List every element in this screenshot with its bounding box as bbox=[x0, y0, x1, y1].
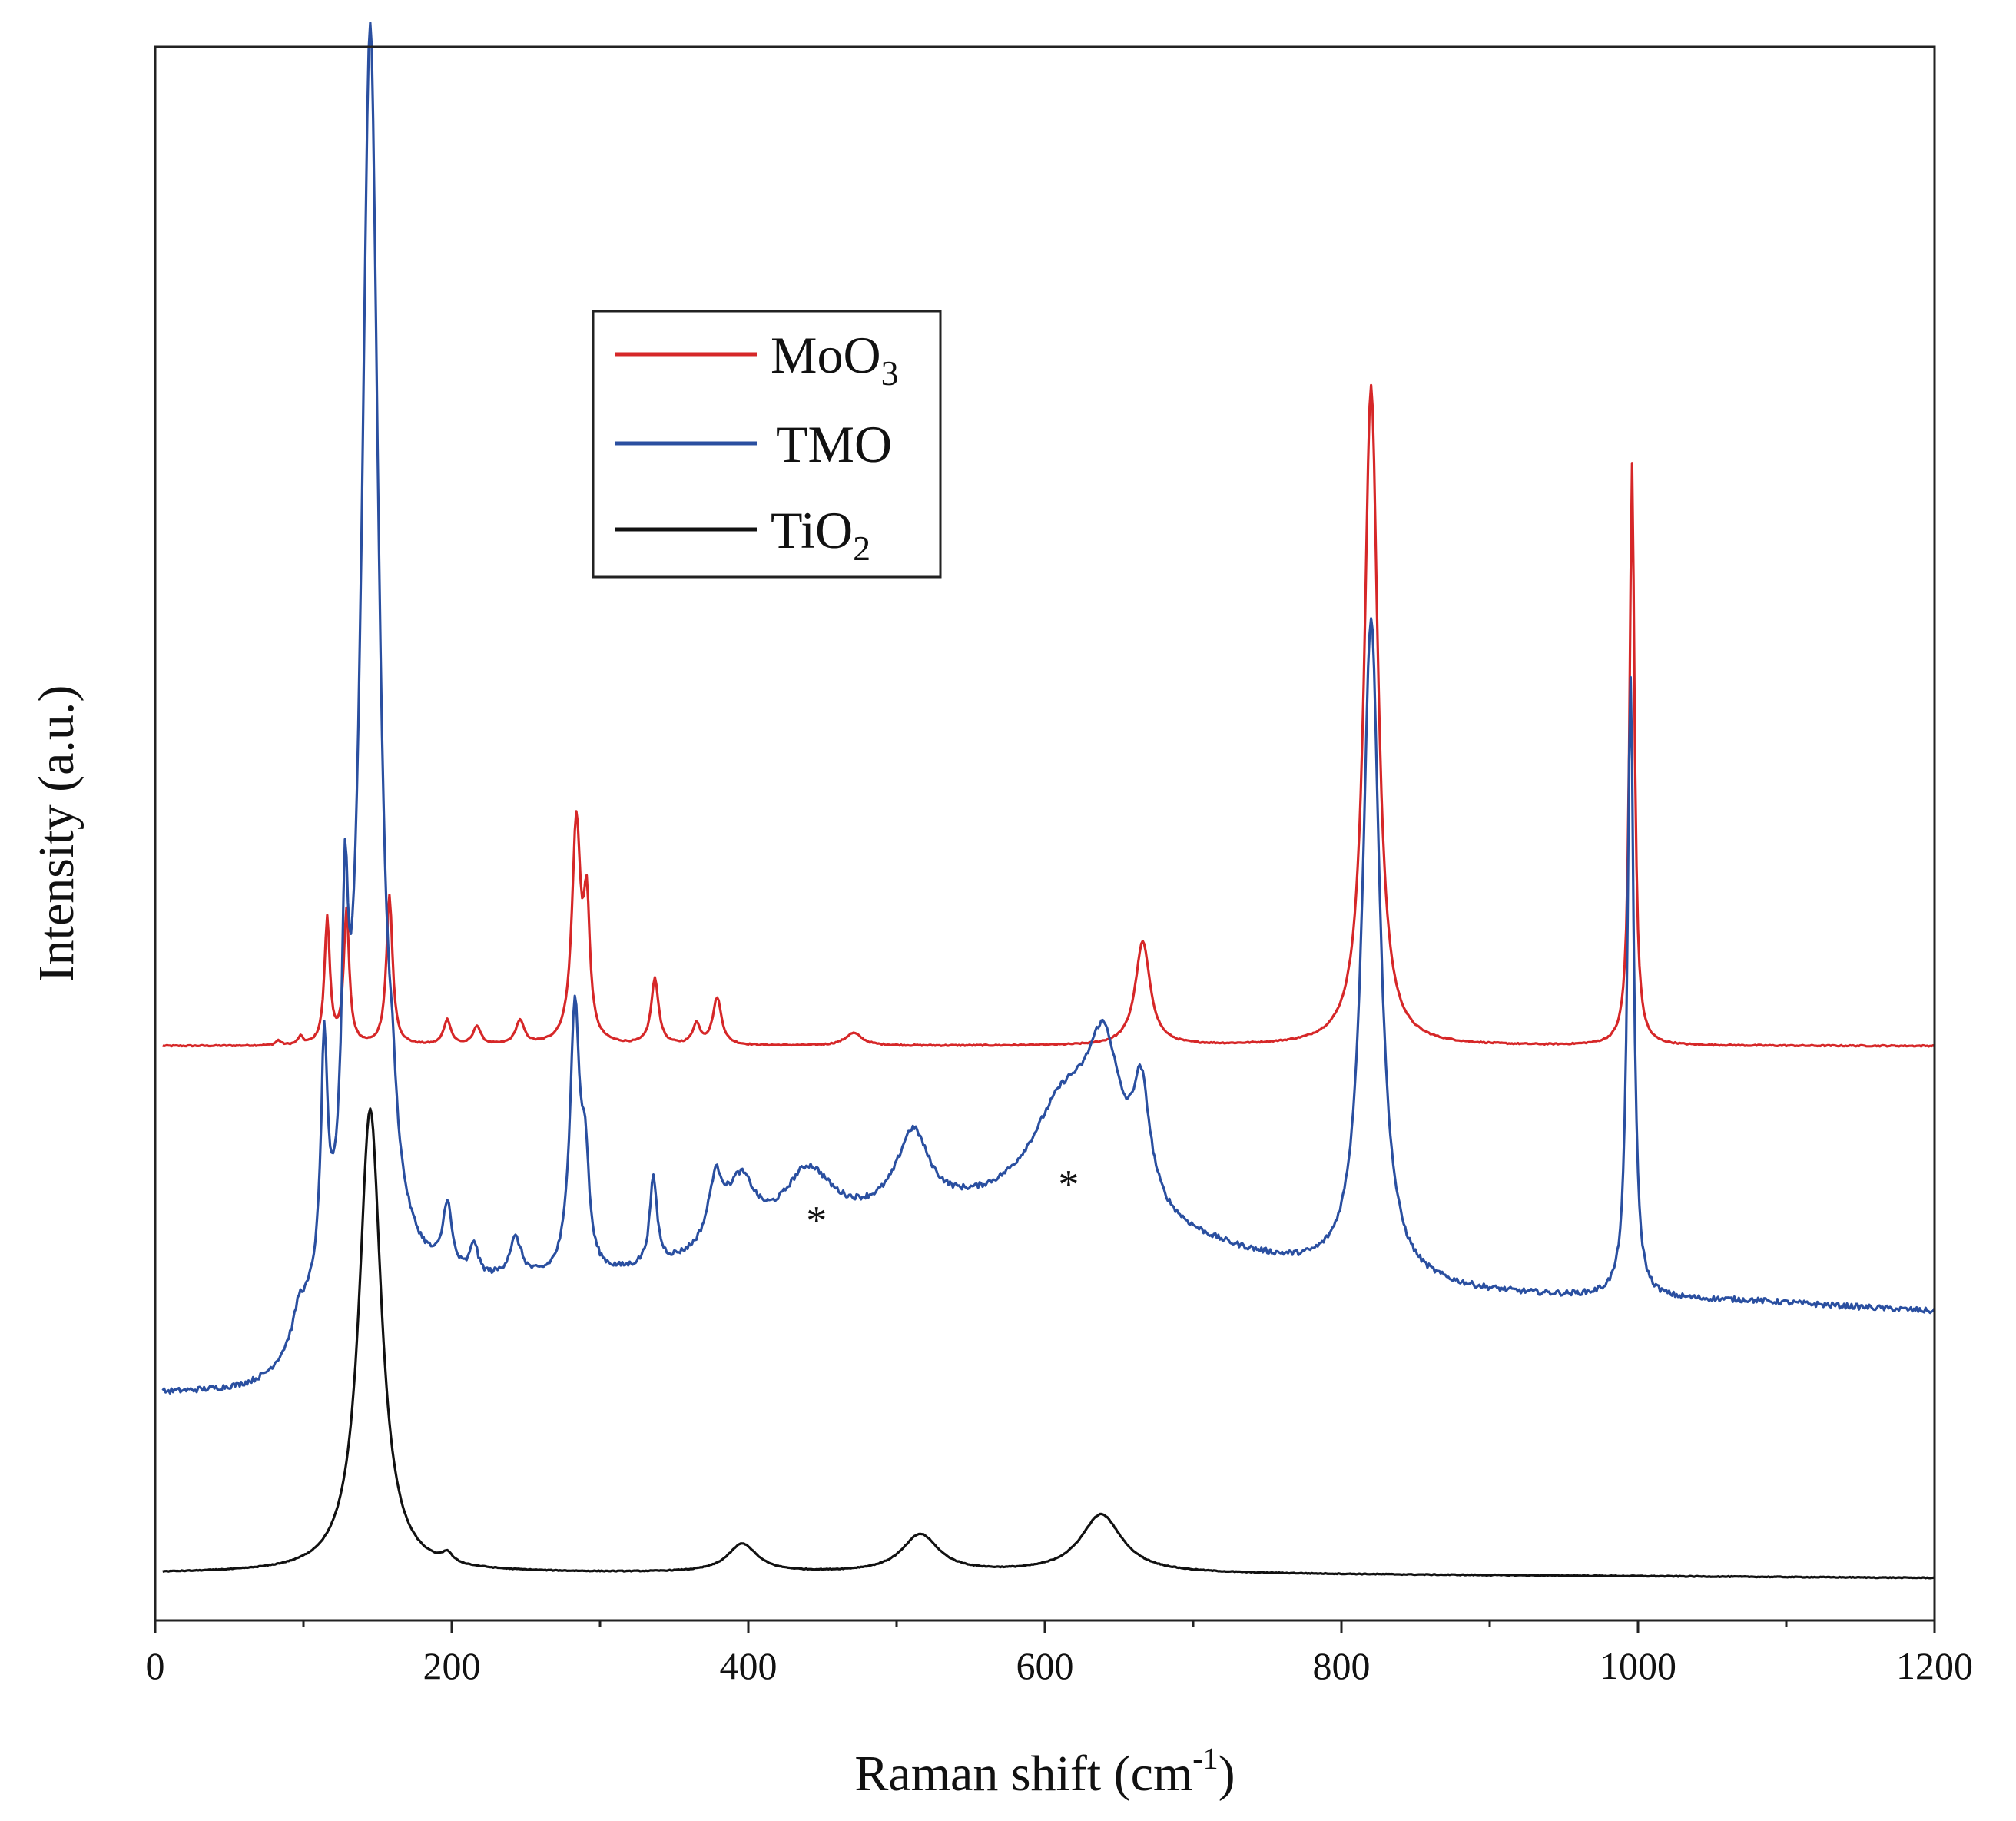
x-axis-ticks: 0 200 400 600 800 1000 1200 bbox=[146, 1620, 1973, 1687]
x-tick-label-1200: 1200 bbox=[1896, 1644, 1973, 1687]
x-tick-label-800: 800 bbox=[1313, 1644, 1371, 1687]
x-axis-title-main: Raman shift (cm bbox=[854, 1746, 1192, 1802]
x-tick-label-0: 0 bbox=[146, 1644, 165, 1687]
legend-label-moo3-main: MoO bbox=[771, 326, 881, 384]
x-tick-label-600: 600 bbox=[1016, 1644, 1074, 1687]
series-layer bbox=[161, 22, 1936, 1580]
legend-label-tio2: TiO2 bbox=[771, 501, 870, 568]
asterisk-annotation-1: * bbox=[806, 1198, 827, 1244]
x-tick-label-1000: 1000 bbox=[1600, 1644, 1676, 1687]
legend-label-tmo-main: TMO bbox=[776, 415, 892, 473]
x-tick-label-400: 400 bbox=[720, 1644, 778, 1687]
legend-label-moo3-sub: 3 bbox=[881, 353, 899, 393]
legend-label-tio2-main: TiO bbox=[771, 501, 853, 559]
legend-label-tmo: TMO bbox=[776, 415, 892, 473]
series-line-tmo bbox=[161, 22, 1936, 1395]
x-axis-title: Raman shift (cm-1) bbox=[854, 1741, 1235, 1802]
asterisk-annotation-2: * bbox=[1058, 1162, 1079, 1208]
x-axis-title-sup: -1 bbox=[1192, 1741, 1218, 1776]
annotations: ** bbox=[806, 1162, 1079, 1244]
legend-label-tio2-sub: 2 bbox=[853, 529, 870, 568]
series-line-moo3 bbox=[162, 383, 1935, 1048]
x-axis-title-close: ) bbox=[1219, 1746, 1235, 1802]
legend: MoO3 TMO TiO2 bbox=[592, 310, 942, 579]
series-line-tio2 bbox=[162, 1107, 1935, 1580]
x-tick-label-200: 200 bbox=[423, 1644, 481, 1687]
y-axis-title: Intensity (a.u.) bbox=[28, 685, 85, 983]
legend-label-moo3: MoO3 bbox=[771, 326, 899, 393]
